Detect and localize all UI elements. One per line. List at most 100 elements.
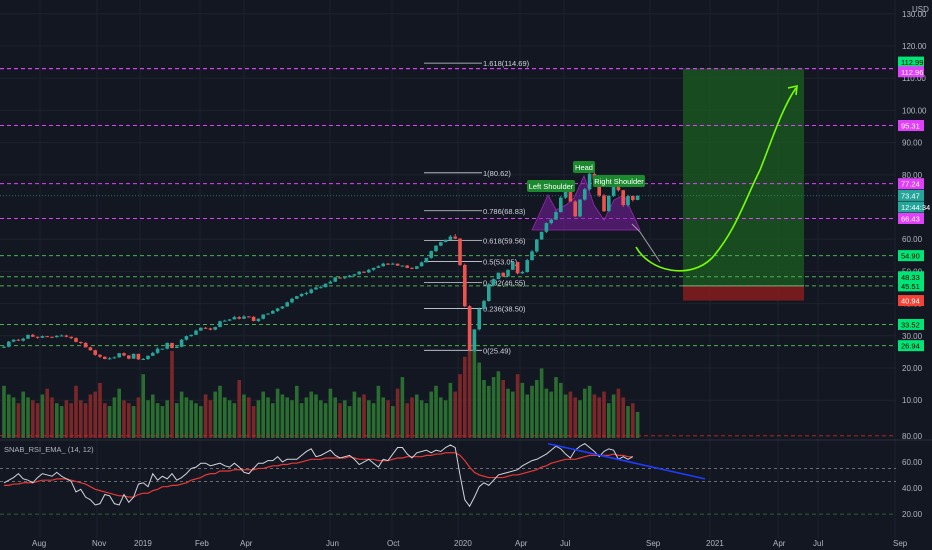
- candle-body: [213, 327, 217, 330]
- price-tick: 120.00: [902, 42, 927, 51]
- time-tick: Jun: [326, 539, 339, 548]
- candle-body: [376, 266, 381, 268]
- candle-body: [35, 336, 40, 338]
- fib-level-label: 0(25.49): [483, 346, 511, 355]
- volume-bar: [525, 394, 529, 438]
- volume-bar: [247, 397, 251, 438]
- time-tick: Jul: [813, 539, 823, 548]
- volume-bar: [395, 388, 400, 438]
- candle-body: [117, 353, 121, 358]
- fib-level-label: 1.618(114.69): [483, 59, 530, 68]
- volume-bar: [357, 397, 361, 438]
- candle-body: [223, 320, 227, 322]
- volume-bar: [227, 400, 232, 438]
- volume-bar: [511, 391, 515, 438]
- price-tag-text: 12:44:34: [901, 203, 930, 212]
- candle-body: [227, 319, 232, 321]
- volume-bar: [261, 391, 265, 438]
- candle-body: [21, 338, 25, 341]
- time-axis: Aug Nov 2019 Feb Apr Jun Oct 2020 Apr Jul Sep 2021 A…: [32, 539, 908, 548]
- volume-bar: [597, 397, 601, 438]
- volume-bar: [50, 397, 54, 438]
- volume-bar: [64, 400, 69, 438]
- volume-bar: [419, 400, 424, 438]
- currency-label: USD: [912, 5, 929, 14]
- candle-body: [328, 281, 333, 284]
- price-candles: [2, 172, 640, 360]
- candle-body: [131, 353, 136, 359]
- pattern-label-box: [593, 175, 645, 187]
- price-tag-text: 45.51: [901, 282, 920, 291]
- stop-zone: [683, 285, 804, 301]
- candle-body: [247, 316, 251, 318]
- candle-body: [40, 336, 45, 338]
- candle-body: [439, 242, 443, 246]
- volume-bar: [400, 377, 405, 438]
- candle-body: [631, 196, 635, 200]
- price-tick: 10.00: [902, 396, 923, 405]
- candle-body: [635, 195, 640, 200]
- volume-bar: [530, 385, 534, 438]
- volume-bar: [371, 403, 376, 438]
- candle-body: [463, 264, 467, 307]
- candle-body: [83, 342, 88, 348]
- volume-bar: [424, 403, 429, 438]
- volume-bar: [323, 403, 328, 438]
- volume-bar: [429, 391, 433, 438]
- volume-bar: [93, 391, 97, 438]
- volume-bar: [31, 400, 35, 438]
- volume-bar: [472, 339, 477, 438]
- candle-body: [424, 257, 429, 263]
- volume-bar: [549, 391, 553, 438]
- candle-body: [578, 199, 582, 217]
- time-tick: Apr: [773, 539, 786, 548]
- volume-bars: [2, 339, 640, 438]
- candle-body: [611, 187, 616, 196]
- candle-body: [194, 330, 198, 335]
- volume-bar: [467, 351, 472, 438]
- rsi-line: [3, 443, 634, 508]
- candle-body: [237, 317, 241, 319]
- time-tick: Feb: [195, 539, 209, 548]
- volume-bar: [314, 394, 318, 438]
- candle-body: [400, 265, 405, 267]
- fib-level-label: 0.236(38.50): [483, 304, 526, 313]
- candle-body: [93, 350, 97, 355]
- volume-bar: [199, 406, 203, 438]
- volume-bar: [309, 391, 313, 438]
- volume-bar: [535, 380, 539, 438]
- volume-bar: [184, 397, 189, 438]
- candle-body: [429, 251, 433, 258]
- candle-body: [199, 327, 203, 331]
- candle-body: [2, 346, 6, 348]
- level-tag: 54.90: [898, 250, 924, 262]
- price-tick: 100.00: [902, 106, 927, 115]
- candle-body: [434, 245, 438, 252]
- volume-bar: [391, 406, 395, 438]
- volume-bar: [122, 400, 126, 438]
- volume-bar: [381, 397, 385, 438]
- volume-bar: [607, 403, 611, 438]
- volume-bar: [631, 403, 635, 438]
- volume-bar: [69, 403, 73, 438]
- price-tag-box: [898, 280, 924, 292]
- rsi-ema-line: [4, 452, 633, 498]
- candle-body: [266, 313, 270, 315]
- volume-bar: [271, 403, 275, 438]
- volume-bar: [578, 400, 582, 438]
- projection-arrowhead: [787, 84, 798, 96]
- rsi-panel: SNAB_RSI_EMA_ (14, 12) 80.00 60.00 40.00 20.…: [0, 432, 932, 519]
- candle-body: [323, 283, 328, 288]
- time-tick: Apr: [515, 539, 528, 548]
- candle-body: [352, 274, 357, 276]
- volume-bar: [487, 385, 491, 438]
- price-tag-text: 54.90: [901, 252, 920, 261]
- time-tick: Aug: [32, 539, 46, 548]
- time-tick: 2020: [454, 539, 472, 548]
- volume-bar: [155, 403, 160, 438]
- price-tick: 90.00: [902, 139, 923, 148]
- time-tick: Apr: [240, 539, 253, 548]
- volume-bar: [434, 385, 438, 438]
- volume-bar: [304, 397, 309, 438]
